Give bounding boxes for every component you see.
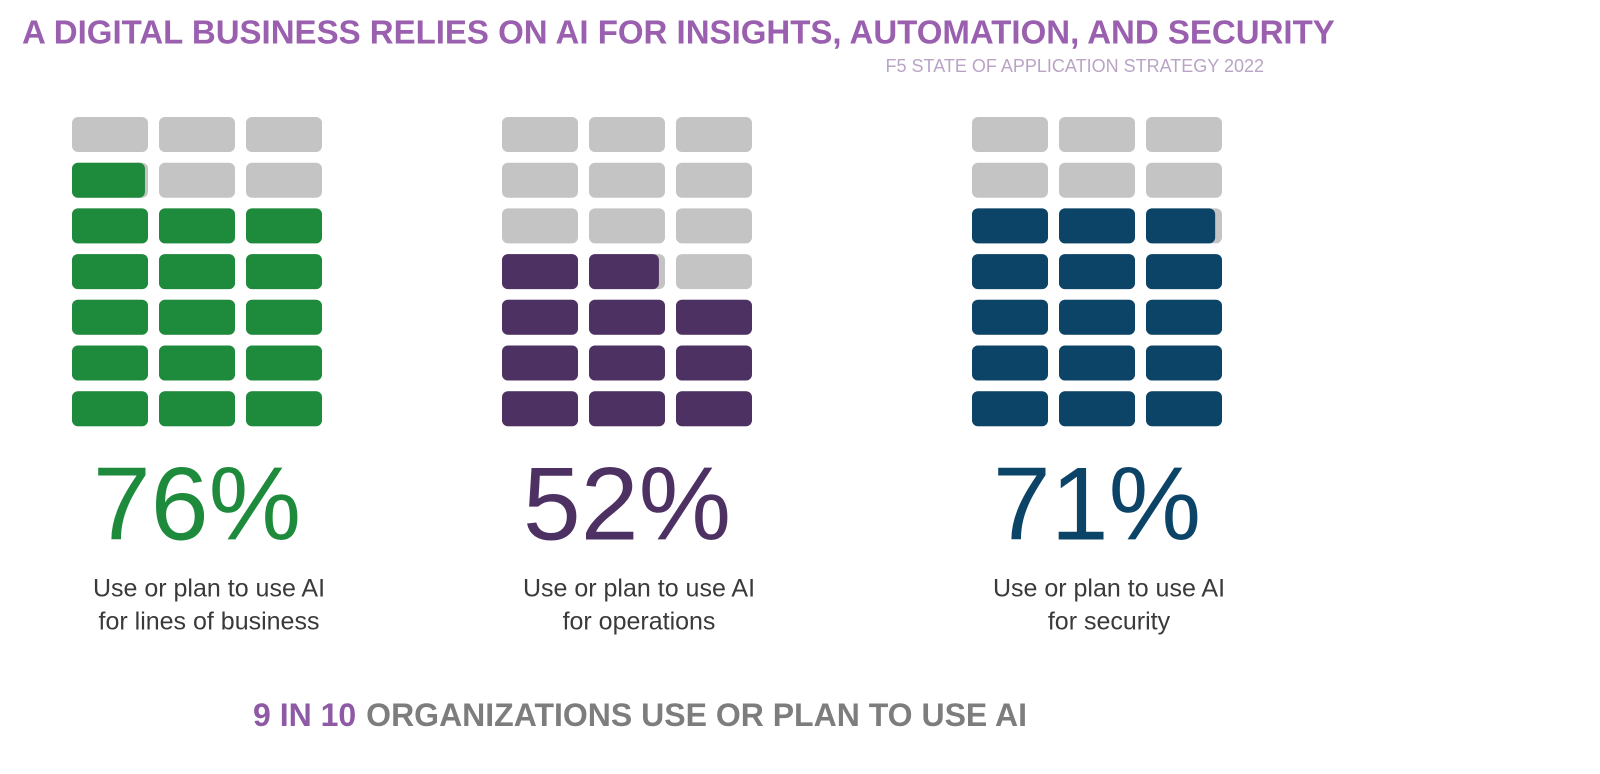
caption: for lines of business bbox=[99, 608, 320, 636]
filled-cell bbox=[72, 345, 148, 381]
empty-cell bbox=[676, 254, 752, 290]
caption: Use or plan to use AI bbox=[93, 575, 325, 603]
filled-cell bbox=[159, 391, 235, 427]
empty-cell bbox=[589, 162, 665, 198]
caption: Use or plan to use AI bbox=[993, 575, 1225, 603]
filled-cell bbox=[676, 391, 752, 427]
filled-cell bbox=[972, 254, 1048, 290]
caption: for operations bbox=[563, 608, 716, 636]
filled-cell bbox=[1146, 208, 1216, 244]
caption: for security bbox=[1048, 608, 1171, 636]
empty-cell bbox=[159, 117, 235, 152]
filled-cell bbox=[502, 299, 578, 335]
title: A DIGITAL BUSINESS RELIES ON AI FOR INSI… bbox=[22, 14, 1335, 51]
filled-cell bbox=[676, 299, 752, 335]
empty-cell bbox=[972, 117, 1048, 152]
empty-cell bbox=[1059, 162, 1135, 198]
filled-cell bbox=[72, 299, 148, 335]
empty-cell bbox=[502, 162, 578, 198]
filled-cell bbox=[72, 391, 148, 427]
filled-cell bbox=[1146, 254, 1222, 290]
empty-cell bbox=[676, 117, 752, 152]
percent: 52% bbox=[523, 446, 731, 562]
filled-cell bbox=[1059, 254, 1135, 290]
footer: 9 IN 10 ORGANIZATIONS USE OR PLAN TO USE … bbox=[253, 697, 1027, 733]
empty-cell bbox=[502, 208, 578, 244]
filled-cell bbox=[972, 391, 1048, 427]
empty-cell bbox=[589, 208, 665, 244]
filled-cell bbox=[972, 299, 1048, 335]
filled-cell bbox=[159, 208, 235, 244]
empty-cell bbox=[246, 162, 322, 198]
filled-cell bbox=[72, 208, 148, 244]
filled-cell bbox=[159, 299, 235, 335]
footer-highlight: 9 IN 10 bbox=[253, 697, 356, 733]
filled-cell bbox=[246, 345, 322, 381]
filled-cell bbox=[1059, 345, 1135, 381]
filled-cell bbox=[972, 208, 1048, 244]
filled-cell bbox=[72, 254, 148, 290]
filled-cell bbox=[72, 162, 145, 198]
filled-cell bbox=[589, 254, 659, 290]
filled-cell bbox=[159, 345, 235, 381]
empty-cell bbox=[972, 162, 1048, 198]
filled-cell bbox=[246, 299, 322, 335]
filled-cell bbox=[972, 345, 1048, 381]
footer-text: ORGANIZATIONS USE OR PLAN TO USE AI bbox=[366, 697, 1027, 733]
empty-cell bbox=[502, 117, 578, 152]
caption: Use or plan to use AI bbox=[523, 575, 755, 603]
filled-cell bbox=[1146, 345, 1222, 381]
filled-cell bbox=[1059, 391, 1135, 427]
filled-cell bbox=[502, 391, 578, 427]
percent: 76% bbox=[93, 446, 301, 562]
empty-cell bbox=[246, 117, 322, 152]
empty-cell bbox=[1146, 117, 1222, 152]
filled-cell bbox=[502, 254, 578, 290]
filled-cell bbox=[676, 345, 752, 381]
empty-cell bbox=[1059, 117, 1135, 152]
filled-cell bbox=[1146, 391, 1222, 427]
filled-cell bbox=[502, 345, 578, 381]
filled-cell bbox=[159, 254, 235, 290]
empty-cell bbox=[1146, 162, 1222, 198]
empty-cell bbox=[159, 162, 235, 198]
filled-cell bbox=[246, 208, 322, 244]
percent: 71% bbox=[993, 446, 1201, 562]
empty-cell bbox=[72, 117, 148, 152]
empty-cell bbox=[676, 162, 752, 198]
source: F5 STATE OF APPLICATION STRATEGY 2022 bbox=[886, 56, 1264, 76]
filled-cell bbox=[246, 254, 322, 290]
filled-cell bbox=[246, 391, 322, 427]
filled-cell bbox=[589, 299, 665, 335]
filled-cell bbox=[1059, 208, 1135, 244]
filled-cell bbox=[1059, 299, 1135, 335]
filled-cell bbox=[1146, 299, 1222, 335]
empty-cell bbox=[676, 208, 752, 244]
filled-cell bbox=[589, 345, 665, 381]
filled-cell bbox=[589, 391, 665, 427]
empty-cell bbox=[589, 117, 665, 152]
